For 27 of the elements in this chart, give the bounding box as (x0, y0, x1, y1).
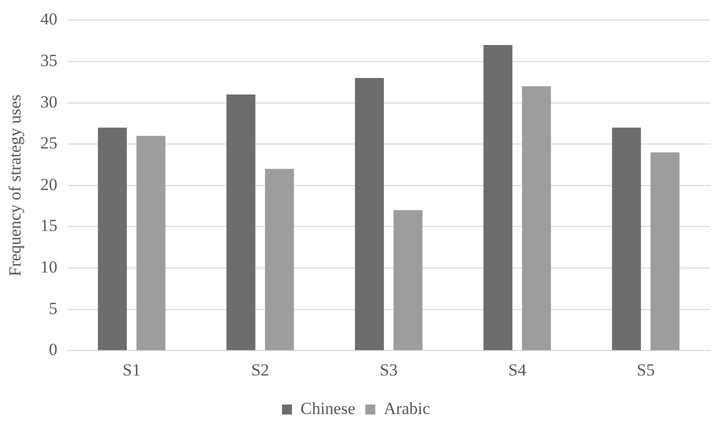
bar (354, 78, 384, 350)
x-tick-label: S5 (636, 360, 655, 380)
y-tick-label: 30 (40, 92, 58, 112)
bar (650, 152, 680, 350)
x-tick-label: S1 (122, 360, 141, 380)
bar (522, 86, 551, 350)
bar (483, 44, 512, 350)
y-tick-label: 15 (40, 216, 58, 236)
y-tick-label: 0 (48, 340, 58, 360)
bar (136, 136, 166, 350)
x-tick-label: S3 (380, 360, 398, 380)
legend-label: Arabic (384, 398, 430, 418)
y-tick-label: 25 (40, 134, 58, 153)
legend-label: Chinese (300, 398, 356, 418)
y-tick-label: 20 (40, 174, 58, 194)
x-tick-label: S2 (251, 360, 270, 380)
bar (394, 210, 422, 350)
y-tick-label: 10 (40, 257, 58, 276)
y-axis-title: Frequency of strategy uses (6, 94, 25, 276)
bar (612, 128, 641, 350)
y-tick-label: 5 (48, 298, 58, 318)
bar (265, 168, 294, 350)
bar (98, 128, 127, 350)
x-tick-label: S4 (508, 360, 527, 380)
y-tick-label: 40 (40, 10, 58, 29)
bar (226, 94, 256, 350)
y-tick-label: 35 (40, 50, 58, 70)
